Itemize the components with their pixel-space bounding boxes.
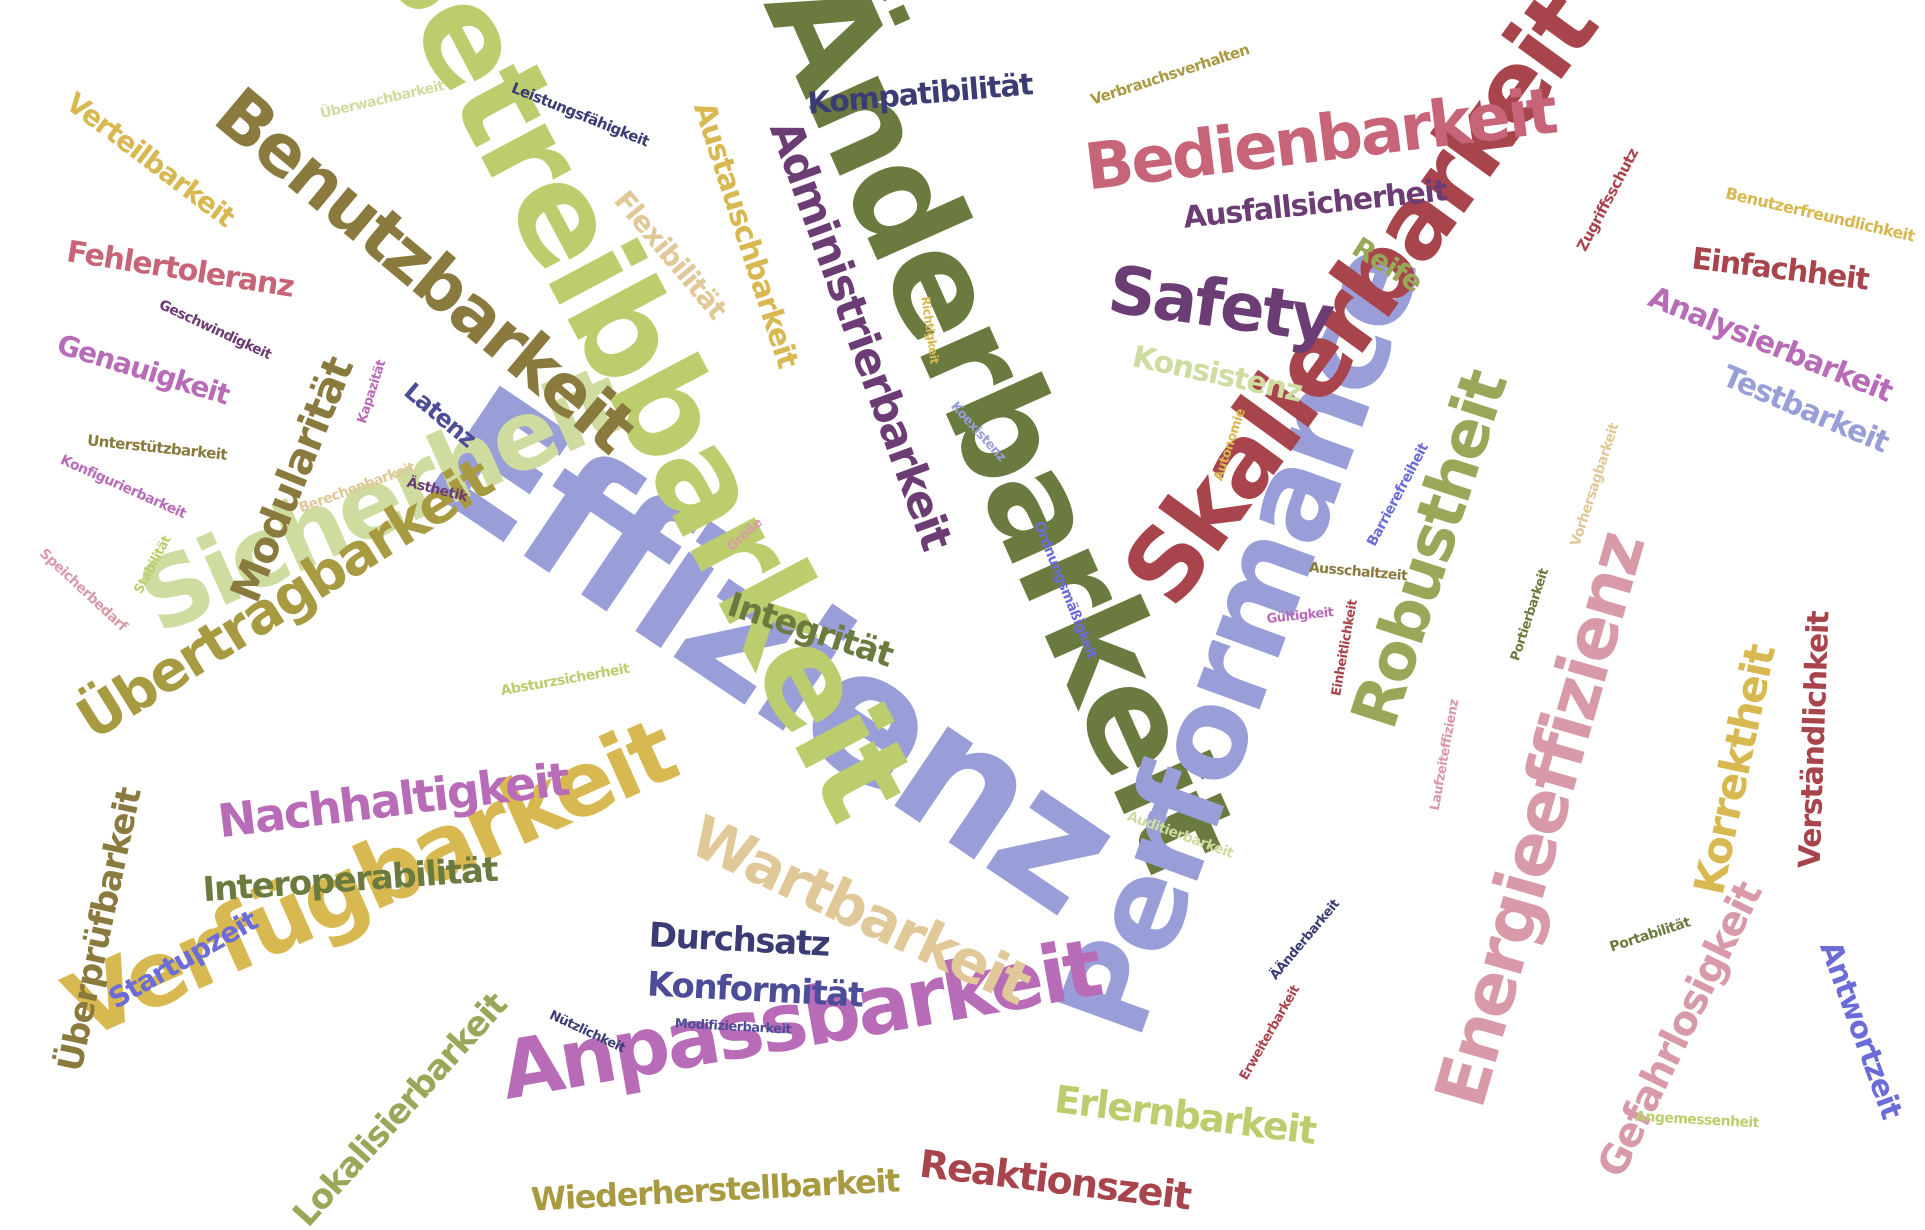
word-verbrauchsverhalten: Verbrauchsverhalten	[1088, 40, 1252, 109]
word-einfachheit: Einfachheit	[1689, 241, 1871, 298]
word-reaktionszeit: Reaktionszeit	[917, 1141, 1193, 1219]
word-verteilbarkeit: Verteilbarkeit	[59, 85, 241, 234]
word-erweiterbarkeit: Erweiterbarkeit	[1236, 983, 1304, 1083]
word-zugriffsschutz: Zugriffsschutz	[1572, 145, 1643, 255]
word-erlernbarkeit: Erlernbarkeit	[1052, 1077, 1318, 1153]
word-lokalisierbarkeit: Lokalisierbarkeit	[285, 985, 515, 1230]
word-verstaendlichkeit: Verständlichkeit	[1792, 611, 1837, 869]
word-geschwindigkeit: Geschwindigkeit	[156, 297, 274, 363]
word-durchsatz: Durchsatz	[647, 915, 831, 965]
word-genauigkeit: Genauigkeit	[53, 327, 234, 412]
word-korrektheit: Korrektheit	[1684, 641, 1785, 899]
word-laufzeiteffizienz: Laufzeiteffizienz	[1427, 698, 1463, 812]
word-speicherbedarf: Speicherbedarf	[36, 545, 130, 635]
word-fehlertoleranz: Fehlertoleranz	[64, 234, 296, 305]
word-energieeffizienz: Energieeffizienz	[1419, 524, 1661, 1116]
word-konformitaet: Konformität	[646, 964, 864, 1016]
word-aeaenderbarkeit: ÄÄnderbarkeit	[1267, 897, 1343, 983]
word-absturzsicherheit: Absturzsicherheit	[499, 660, 631, 700]
word-unterstuetzbarkeit: Unterstützbarkeit	[86, 431, 228, 464]
word-benutzerfreundlichkeit: Benutzerfreundlichkeit	[1723, 183, 1917, 246]
word-wiederherstellbarkeit: Wiederherstellbarkeit	[530, 1161, 900, 1219]
word-antwortzeit: Antwortzeit	[1812, 936, 1909, 1124]
word-portierbarkeit: Portierbarkeit	[1508, 567, 1552, 663]
word-konfigurierbarkeit: Konfigurierbarkeit	[57, 452, 189, 522]
word-portabilitaet: Portabilität	[1607, 914, 1693, 956]
